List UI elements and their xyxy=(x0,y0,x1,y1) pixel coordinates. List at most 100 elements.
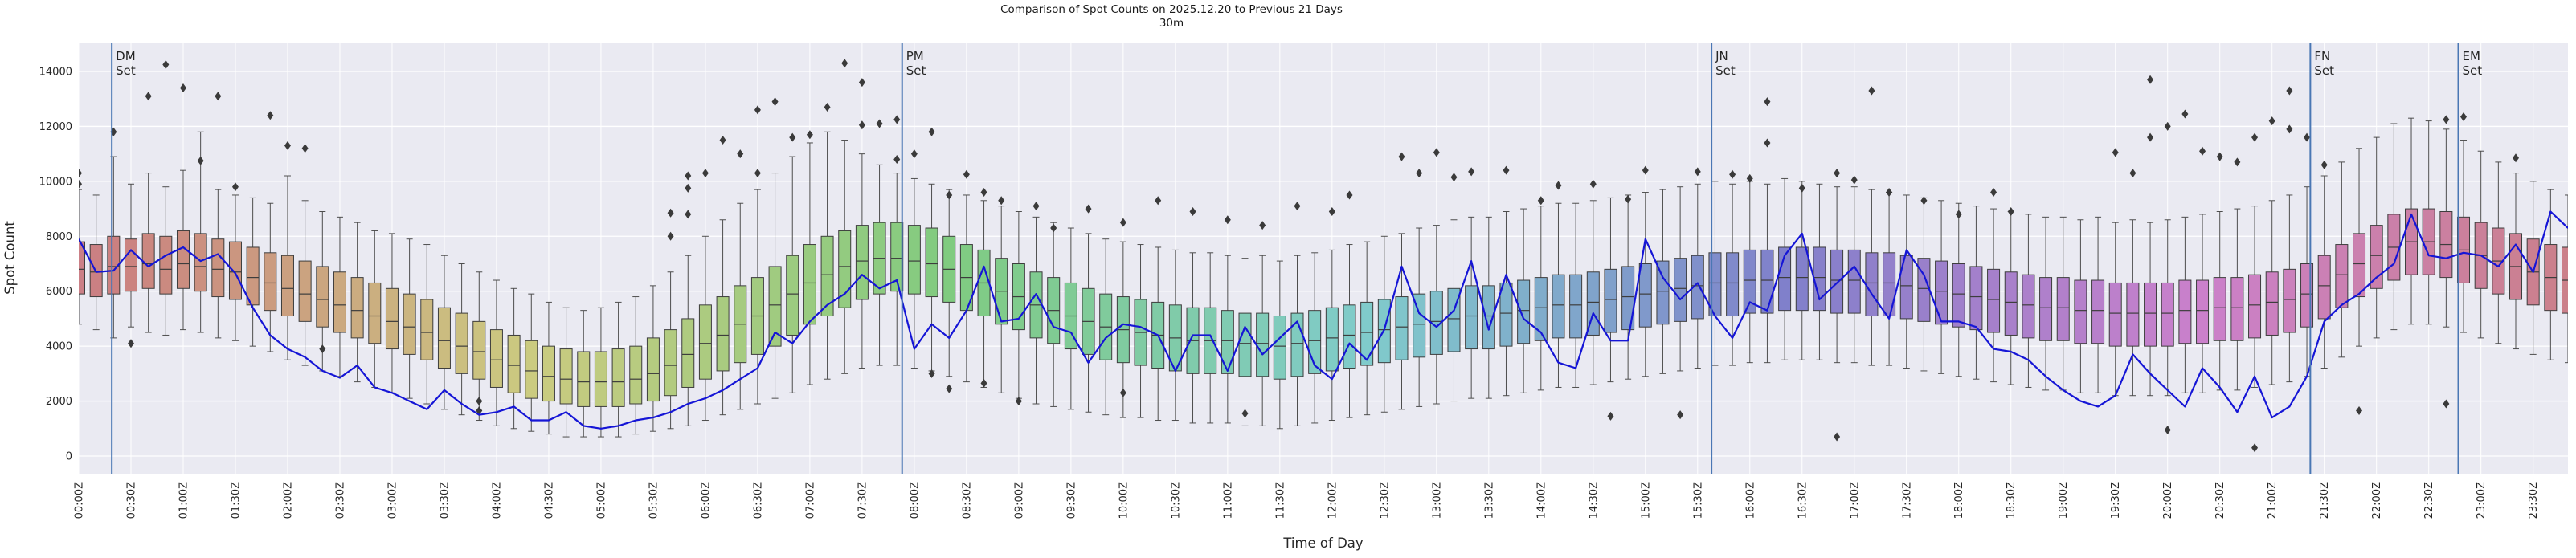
outlier-point xyxy=(2320,160,2328,169)
outlier-point xyxy=(998,196,1005,206)
y-tick-label: 0 xyxy=(66,451,72,463)
box xyxy=(2091,279,2105,344)
box xyxy=(1517,279,1531,344)
x-tick-label: 06:30Z xyxy=(752,482,764,519)
chart-title: Comparison of Spot Counts on 2025.12.20 … xyxy=(1000,3,1343,16)
box xyxy=(1569,274,1583,339)
outlier-point xyxy=(754,105,761,115)
y-tick-label: 10000 xyxy=(39,176,72,188)
outlier-point xyxy=(2199,146,2206,156)
event-label: Set xyxy=(2314,63,2334,78)
box xyxy=(368,282,382,344)
outlier-point xyxy=(1450,173,1458,182)
outlier-point xyxy=(1119,388,1126,397)
outlier-point xyxy=(1850,175,1858,185)
event-label: DM xyxy=(116,49,136,63)
box xyxy=(211,238,225,298)
box xyxy=(1969,266,1983,331)
x-tick-label: 16:30Z xyxy=(1797,482,1809,519)
box xyxy=(611,348,625,407)
box xyxy=(385,287,399,350)
x-tick-label: 21:30Z xyxy=(2319,482,2331,519)
box xyxy=(664,329,677,397)
outlier-point xyxy=(2304,132,2311,142)
outlier-point xyxy=(963,169,970,179)
box xyxy=(907,225,921,295)
outlier-point xyxy=(1155,196,1162,206)
outlier-point xyxy=(789,132,796,142)
box xyxy=(890,222,904,292)
box xyxy=(437,307,451,369)
outlier-point xyxy=(1764,138,1771,148)
outlier-point xyxy=(1886,188,1893,198)
x-tick-label: 03:30Z xyxy=(439,482,451,519)
outlier-point xyxy=(858,78,865,88)
outlier-point xyxy=(2251,132,2259,142)
box xyxy=(698,304,712,380)
outlier-point xyxy=(701,169,709,178)
y-tick-label: 2000 xyxy=(46,396,72,408)
x-tick-label: 18:00Z xyxy=(1953,482,1965,519)
box xyxy=(1325,307,1339,372)
box xyxy=(350,277,364,339)
outlier-point xyxy=(980,378,987,388)
outlier-point xyxy=(2112,148,2119,157)
box xyxy=(577,351,591,407)
outlier-point xyxy=(1589,179,1597,189)
outlier-point xyxy=(980,188,987,198)
box xyxy=(1847,249,1861,314)
box xyxy=(472,320,486,380)
box xyxy=(1256,312,1270,377)
x-tick-label: 06:00Z xyxy=(700,482,712,519)
y-axis-label: Spot Count xyxy=(2,221,18,295)
box xyxy=(1935,260,1948,325)
outlier-point xyxy=(1834,432,1841,442)
box xyxy=(2039,277,2053,341)
boxplot-layer xyxy=(79,59,2568,453)
x-tick-label: 15:30Z xyxy=(1692,482,1704,519)
x-tick-label: 22:00Z xyxy=(2371,482,2383,519)
box xyxy=(1830,249,1844,314)
x-tick-label: 17:30Z xyxy=(1901,482,1913,519)
outlier-point xyxy=(145,92,152,101)
outlier-point xyxy=(737,149,744,159)
x-tick-label: 00:30Z xyxy=(125,482,137,519)
box xyxy=(2335,244,2349,308)
box xyxy=(2126,282,2140,347)
outlier-point xyxy=(685,171,692,181)
outlier-point xyxy=(319,344,326,354)
outlier-point xyxy=(476,406,483,416)
plot-background-layer xyxy=(78,43,2568,474)
y-tick-label: 12000 xyxy=(39,121,72,133)
x-tick-label: 23:30Z xyxy=(2528,482,2540,519)
outlier-point xyxy=(476,397,483,406)
x-tick-label: 15:00Z xyxy=(1640,482,1652,519)
x-tick-label: 12:00Z xyxy=(1327,482,1339,519)
outlier-point xyxy=(1537,196,1544,206)
box xyxy=(1813,246,1826,312)
x-tick-label: 19:00Z xyxy=(2058,482,2070,519)
plot-background xyxy=(79,43,2568,474)
box xyxy=(159,235,173,295)
outlier-point xyxy=(2007,206,2014,216)
x-tick-label: 08:00Z xyxy=(909,482,921,519)
outlier-point xyxy=(841,59,848,68)
outlier-point xyxy=(2443,115,2450,124)
outlier-point xyxy=(1468,167,1475,177)
box xyxy=(1273,316,1286,380)
event-label: Set xyxy=(116,63,136,78)
outlier-point xyxy=(162,59,170,69)
box xyxy=(2004,271,2018,336)
outlier-point xyxy=(1677,410,1684,420)
outlier-point xyxy=(1746,173,1753,183)
outlier-point xyxy=(2513,153,2520,163)
box xyxy=(1726,252,1740,317)
outlier-point xyxy=(1189,206,1196,216)
box xyxy=(1691,255,1704,320)
box xyxy=(2178,279,2192,344)
outlier-point xyxy=(1990,188,1997,198)
box xyxy=(420,299,434,360)
box xyxy=(2144,282,2157,347)
x-tick-label: 14:00Z xyxy=(1535,482,1548,519)
